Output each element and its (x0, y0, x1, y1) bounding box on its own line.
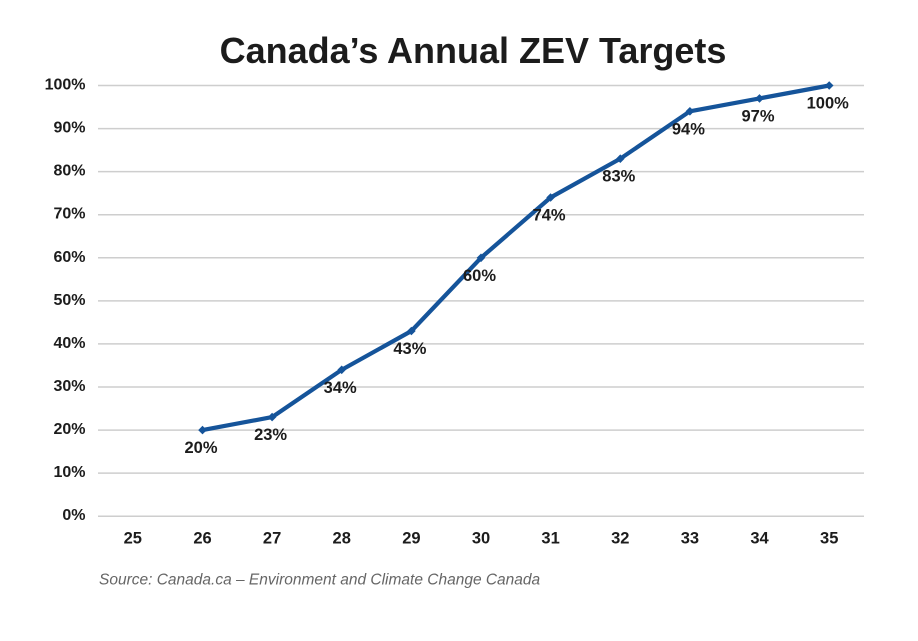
svg-text:29: 29 (402, 530, 420, 548)
svg-text:100%: 100% (807, 95, 850, 113)
svg-text:83%: 83% (602, 168, 635, 186)
svg-text:Canada’s Annual ZEV Targets: Canada’s Annual ZEV Targets (220, 30, 727, 71)
svg-text:Source: Canada.ca – Environmen: Source: Canada.ca – Environment and Clim… (99, 572, 541, 589)
svg-text:34: 34 (750, 530, 769, 548)
svg-text:94%: 94% (672, 120, 705, 138)
svg-text:43%: 43% (393, 340, 426, 358)
svg-text:0%: 0% (62, 507, 85, 524)
svg-text:26: 26 (193, 530, 211, 548)
svg-text:60%: 60% (53, 249, 85, 266)
svg-text:74%: 74% (533, 207, 566, 225)
svg-text:100%: 100% (45, 77, 86, 94)
svg-text:40%: 40% (53, 335, 85, 352)
svg-text:32: 32 (611, 530, 629, 548)
svg-text:20%: 20% (53, 421, 85, 438)
svg-text:97%: 97% (741, 107, 774, 125)
svg-text:20%: 20% (184, 439, 217, 457)
svg-text:31: 31 (541, 530, 559, 548)
svg-text:35: 35 (820, 530, 838, 548)
svg-text:34%: 34% (324, 379, 357, 397)
svg-text:25: 25 (124, 530, 142, 548)
svg-text:27: 27 (263, 530, 281, 548)
svg-text:28: 28 (333, 530, 351, 548)
svg-text:90%: 90% (53, 120, 85, 137)
svg-text:33: 33 (681, 530, 699, 548)
svg-text:80%: 80% (53, 163, 85, 180)
svg-text:10%: 10% (53, 464, 85, 481)
svg-text:23%: 23% (254, 426, 287, 444)
svg-text:30: 30 (472, 530, 490, 548)
svg-text:70%: 70% (53, 206, 85, 223)
svg-text:60%: 60% (463, 267, 496, 285)
svg-text:50%: 50% (53, 292, 85, 309)
svg-text:30%: 30% (53, 378, 85, 395)
